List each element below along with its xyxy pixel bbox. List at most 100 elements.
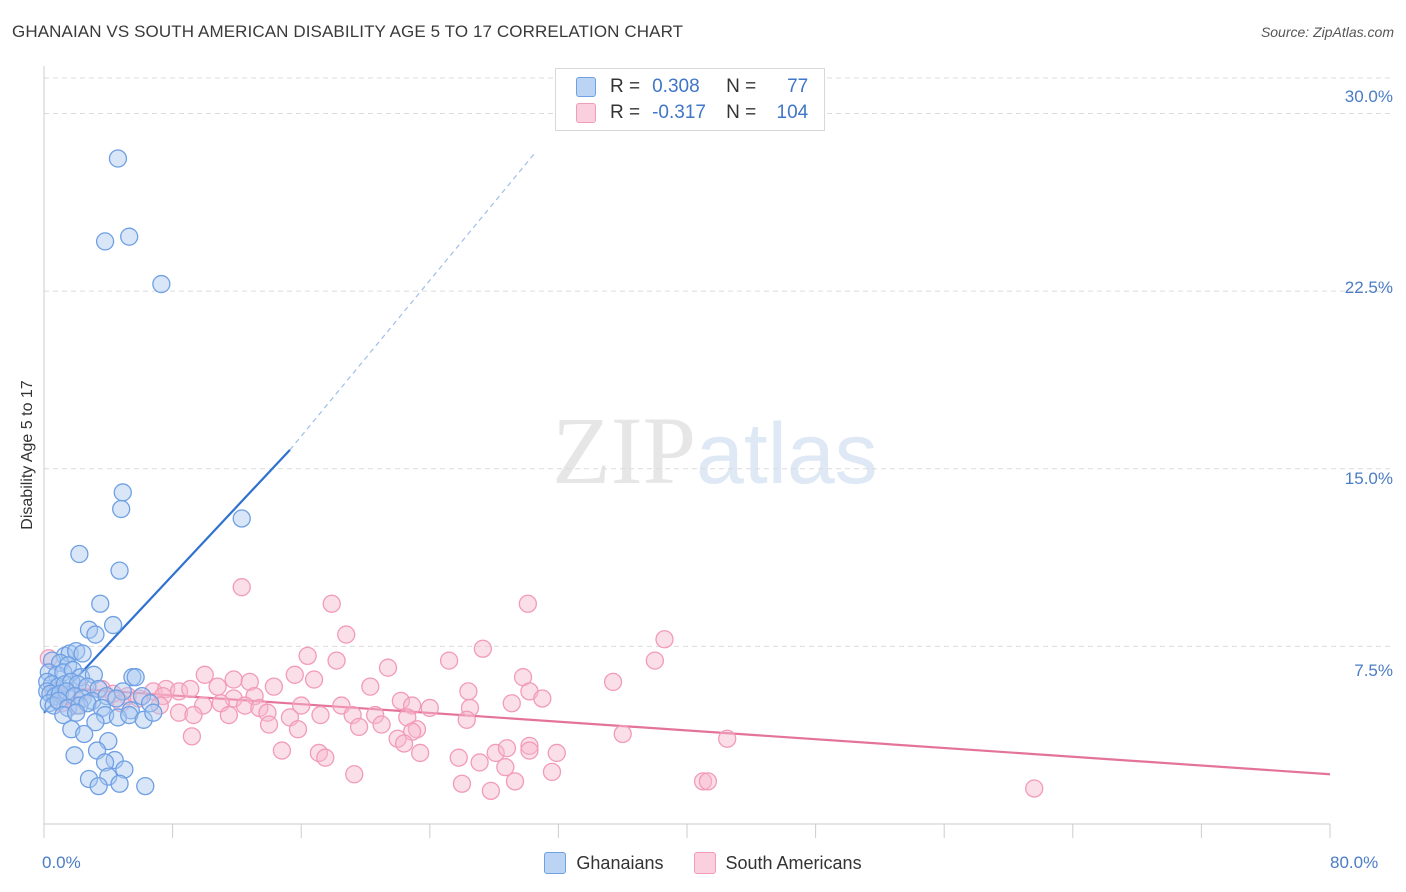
south-americans-point: [394, 734, 414, 753]
south-americans-point: [322, 594, 341, 613]
series-legend: Ghanaians South Americans: [0, 852, 1406, 874]
south-americans-point: [398, 708, 417, 727]
ghanaians-point: [67, 703, 86, 722]
south-americans-point: [232, 578, 251, 597]
ghanaians-point: [91, 594, 110, 613]
south-americans-point: [235, 696, 255, 715]
ghanaians-point: [110, 774, 129, 793]
south-americans-point: [457, 710, 476, 729]
south-americans-point: [240, 672, 259, 692]
south-americans-point: [327, 651, 346, 670]
chart-title: GHANAIAN VS SOUTH AMERICAN DISABILITY AG…: [12, 22, 684, 41]
r-value: 0.308: [652, 76, 700, 97]
ghanaians-point: [115, 760, 134, 779]
ghanaians-legend-swatch: [544, 852, 567, 874]
south-americans-point: [181, 679, 200, 699]
trend-lines: [43, 153, 1331, 776]
ghanaians-point: [136, 776, 155, 796]
south-americans-point: [304, 670, 324, 689]
south-americans-point: [520, 741, 539, 760]
watermark-zip-text: ZIP: [552, 397, 696, 504]
ghanaians-trend-line: [43, 449, 291, 714]
n-label: N =: [726, 76, 757, 97]
ghanaians-point: [134, 710, 153, 729]
ghanaians-trend-extension: [289, 153, 535, 451]
south-americans-trend-line: [43, 685, 1331, 776]
y-tick-label: 7.5%: [1354, 661, 1393, 680]
south-americans-point: [365, 705, 385, 725]
south-americans-point: [402, 696, 422, 715]
south-americans-point: [193, 696, 213, 715]
x-tick-label-max: 80.0%: [1330, 853, 1379, 872]
grid-lines: [44, 77, 1392, 647]
south-americans-point: [1025, 779, 1044, 798]
south-americans-point: [420, 698, 439, 718]
ghanaians-point: [38, 672, 57, 692]
ghanaians-point: [95, 232, 115, 251]
south-americans-point: [298, 646, 317, 666]
south-americans-point: [288, 720, 308, 739]
legend-label-ghanaians: Ghanaians: [576, 852, 664, 873]
ghanaians-point: [232, 509, 251, 528]
n-value: 77: [787, 76, 809, 97]
south-americans-point: [542, 762, 562, 782]
axes: [43, 66, 1331, 838]
ghanaians-point: [89, 776, 108, 796]
south-americans-point: [245, 686, 264, 706]
south-americans-point: [361, 677, 380, 696]
south-americans-point: [372, 715, 391, 734]
stats-row-ghanaians: R = 0.308 N = 77: [576, 75, 808, 99]
south-americans-point: [502, 694, 521, 713]
y-tick-label: 30.0%: [1344, 87, 1393, 106]
x-tick-label-min: 0.0%: [42, 853, 81, 872]
south-americans-point: [497, 739, 517, 758]
south-americans-point: [391, 691, 411, 711]
south-americans-point: [378, 658, 398, 677]
ghanaians-point: [73, 644, 92, 663]
ghanaians-point: [86, 625, 105, 644]
south-americans-point: [459, 682, 478, 701]
south-americans-point: [285, 665, 304, 684]
ghanaians-swatch: [576, 77, 596, 97]
south-americans-point: [272, 741, 292, 760]
south-americans-point: [219, 705, 239, 725]
south-americans-point: [613, 724, 632, 744]
ghanaians-point: [120, 705, 139, 725]
r-value: -0.317: [652, 102, 706, 123]
south-americans-point: [182, 727, 202, 746]
south-americans-point: [698, 772, 718, 791]
ghanaians-point: [95, 753, 115, 772]
south-americans-point: [349, 717, 369, 737]
legend-label-south-americans: South Americans: [725, 852, 862, 873]
ghanaians-point: [113, 483, 132, 502]
south-americans-point: [316, 748, 335, 767]
south-americans-point: [452, 774, 472, 793]
south-americans-point: [518, 594, 538, 613]
south-americans-point: [292, 696, 311, 715]
south-americans-point: [547, 743, 566, 763]
south-americans-swatch: [576, 103, 596, 123]
south-americans-point: [496, 758, 515, 777]
y-axis-label: Disability Age 5 to 17: [19, 380, 36, 530]
ghanaians-point: [86, 713, 105, 732]
south-americans-point: [224, 670, 243, 689]
y-tick-label: 15.0%: [1344, 469, 1393, 488]
south-americans-point: [603, 672, 623, 692]
south-americans-point: [259, 715, 279, 734]
n-label: N =: [726, 102, 757, 123]
south-americans-point: [411, 743, 430, 763]
ghanaians-point: [144, 703, 163, 722]
ghanaians-point: [70, 544, 89, 564]
south-americans-point: [169, 703, 189, 722]
n-value: 104: [776, 102, 809, 123]
ghanaians-point: [112, 499, 131, 519]
y-tick-label: 22.5%: [1344, 278, 1393, 297]
south-americans-point: [337, 625, 356, 644]
south-americans-point: [693, 772, 713, 791]
ghanaians-point: [103, 615, 123, 635]
ghanaians-point: [107, 689, 126, 708]
south-americans-point: [470, 753, 489, 772]
south-americans-points: [39, 578, 1044, 800]
stats-legend: R = 0.308 N = 77 R = -0.317 N = 104: [555, 68, 825, 131]
south-americans-point: [311, 705, 330, 725]
